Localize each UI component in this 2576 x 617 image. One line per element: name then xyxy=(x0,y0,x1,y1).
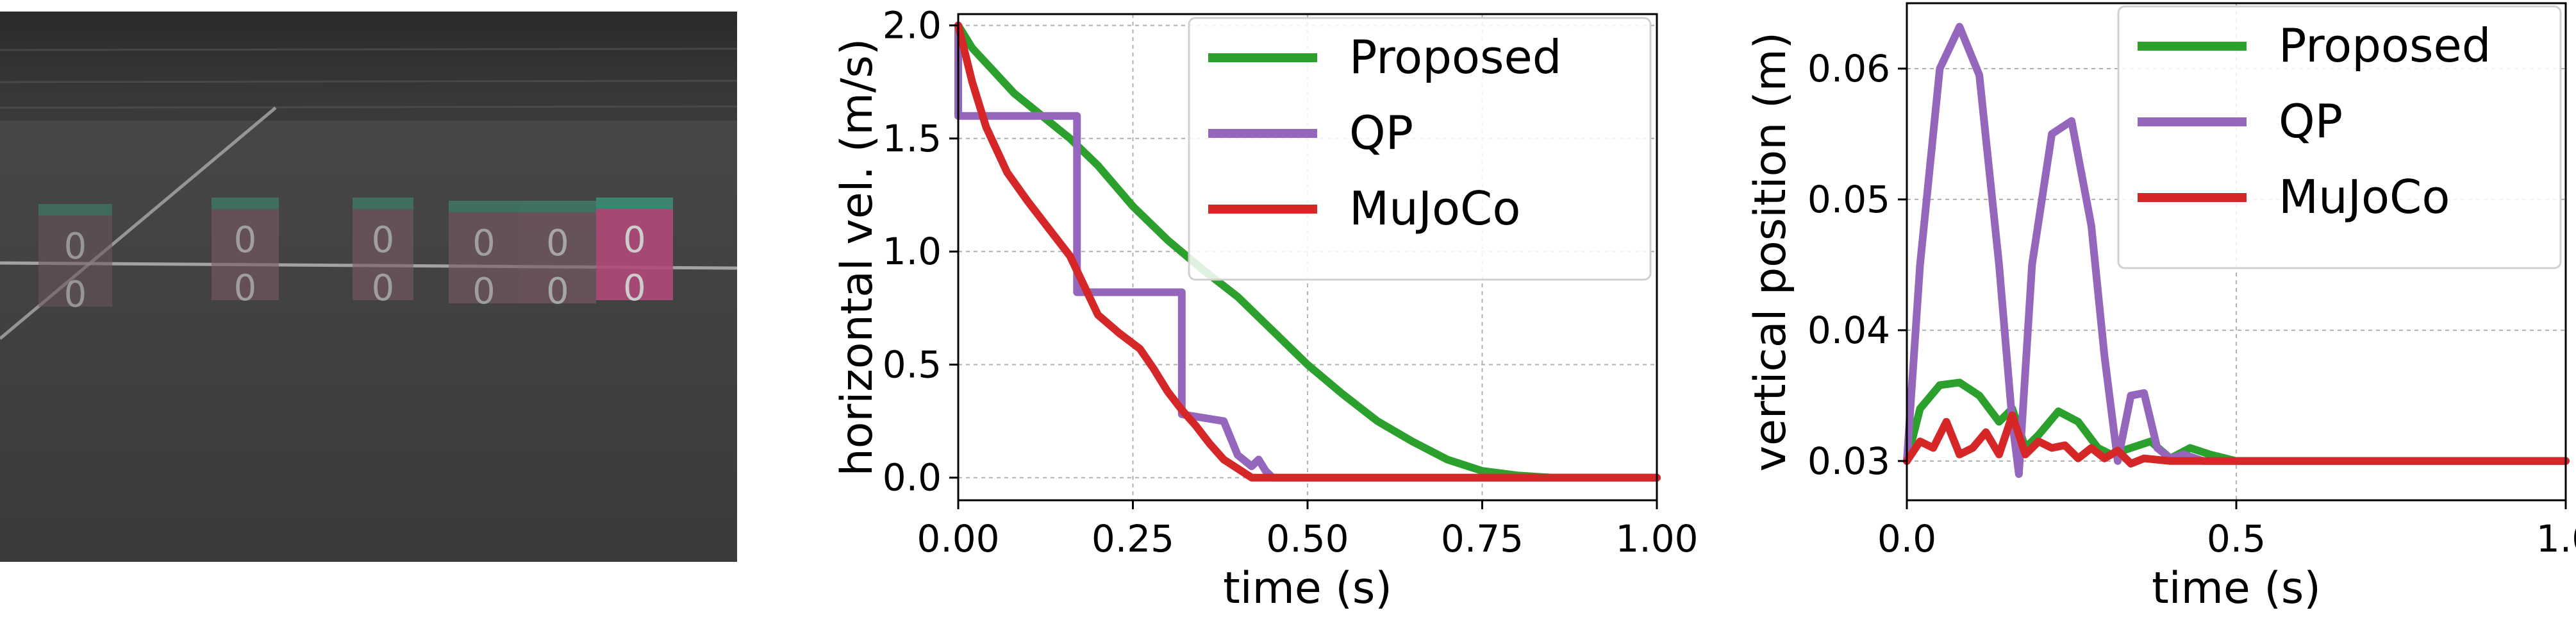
position-x-tick-label: 0.5 xyxy=(2207,517,2266,561)
position-legend: Proposed QP MuJoCo xyxy=(2117,5,2562,269)
velocity-x-tick-label: 1.00 xyxy=(1615,517,1698,561)
position-legend-label: MuJoCo xyxy=(2279,170,2450,224)
position-legend-label: QP xyxy=(2279,94,2343,148)
sim-cube-digit: 0 xyxy=(234,219,257,261)
position-y-tick-label: 0.05 xyxy=(1807,178,1890,221)
position-ticks: 0.0 0.5 1.0 0.03 0.04 0.05 0.06 xyxy=(1807,47,2576,561)
velocity-x-tick-label: 0.00 xyxy=(917,517,999,561)
sim-cube-digit: 0 xyxy=(546,271,569,312)
position-legend-box xyxy=(2117,5,2562,269)
position-y-tick-label: 0.03 xyxy=(1807,439,1890,483)
sim-cube-digit: 0 xyxy=(234,267,257,309)
velocity-y-tick-label: 1.0 xyxy=(883,230,942,273)
position-x-axis-label: time (s) xyxy=(2152,563,2321,614)
position-y-tick-label: 0.06 xyxy=(1807,47,1890,90)
position-legend-label: Proposed xyxy=(2279,19,2491,72)
sim-cube-digit: 0 xyxy=(372,219,395,261)
velocity-y-tick-label: 2.0 xyxy=(883,4,942,47)
velocity-plot-frame xyxy=(957,13,1658,502)
sim-cube-digit: 0 xyxy=(472,223,495,264)
velocity-series-line-proposed xyxy=(954,21,1661,482)
position-series-line-proposed xyxy=(1903,378,2570,465)
velocity-x-tick-label: 0.50 xyxy=(1266,517,1349,561)
sim-cube-digit: 0 xyxy=(623,219,646,261)
velocity-legend-label: Proposed xyxy=(1349,30,1562,84)
sim-horizon-band xyxy=(0,12,737,121)
velocity-legend-label: MuJoCo xyxy=(1349,182,1520,235)
sim-cube-digit: 0 xyxy=(472,271,495,312)
velocity-ticks: 0.00 0.25 0.50 0.75 1.00 0.0 0.5 1.0 1.5 2.0 xyxy=(883,4,1699,561)
position-series-line-qp xyxy=(1903,22,2570,478)
position-plot-frame xyxy=(1906,2,2567,502)
velocity-legend: Proposed QP MuJoCo xyxy=(1188,17,1652,281)
velocity-series-layer xyxy=(954,21,1661,482)
velocity-legend-box xyxy=(1188,17,1652,281)
velocity-x-tick-label: 0.25 xyxy=(1092,517,1174,561)
sim-cube: 00 xyxy=(38,204,112,316)
sim-cube-digit: 0 xyxy=(64,226,87,267)
velocity-y-axis-label: horizontal vel. (m/s) xyxy=(832,38,883,477)
position-x-tick-label: 0.0 xyxy=(1877,517,1936,561)
sim-cube: 00 xyxy=(596,198,673,309)
vertical-position-chart: 0.0 0.5 1.0 0.03 0.04 0.05 0.06 time (s) verti… xyxy=(1745,2,2576,614)
velocity-x-axis-label: time (s) xyxy=(1223,563,1392,614)
position-y-axis-label: vertical position (m) xyxy=(1745,32,1796,471)
velocity-x-tick-label: 0.75 xyxy=(1441,517,1524,561)
position-x-tick-label: 1.0 xyxy=(2536,517,2576,561)
velocity-legend-label: QP xyxy=(1349,106,1413,160)
sim-cube-digit: 0 xyxy=(546,223,569,264)
sim-cube: 00 xyxy=(212,198,279,309)
sim-cube-digit: 0 xyxy=(372,267,395,309)
sim-cube: 00 xyxy=(519,201,596,312)
velocity-series-line-mujoco xyxy=(954,21,1661,482)
velocity-series-line-qp xyxy=(954,21,1661,482)
position-series-line-mujoco xyxy=(1903,411,2570,468)
velocity-chart: 0.00 0.25 0.50 0.75 1.00 0.0 0.5 1.0 1.5 2.0 time… xyxy=(832,4,1699,614)
velocity-y-tick-label: 0.0 xyxy=(883,456,942,500)
sim-cube-digit: 0 xyxy=(623,267,646,309)
sim-grid-lines xyxy=(0,47,737,109)
sim-cube: 00 xyxy=(449,201,519,312)
sim-cube-digit: 0 xyxy=(64,274,87,316)
sim-cube: 00 xyxy=(353,198,413,309)
position-y-tick-label: 0.04 xyxy=(1807,308,1890,352)
position-series-layer xyxy=(1903,22,2570,478)
velocity-y-tick-label: 0.5 xyxy=(883,342,942,386)
velocity-y-tick-label: 1.5 xyxy=(883,117,942,160)
